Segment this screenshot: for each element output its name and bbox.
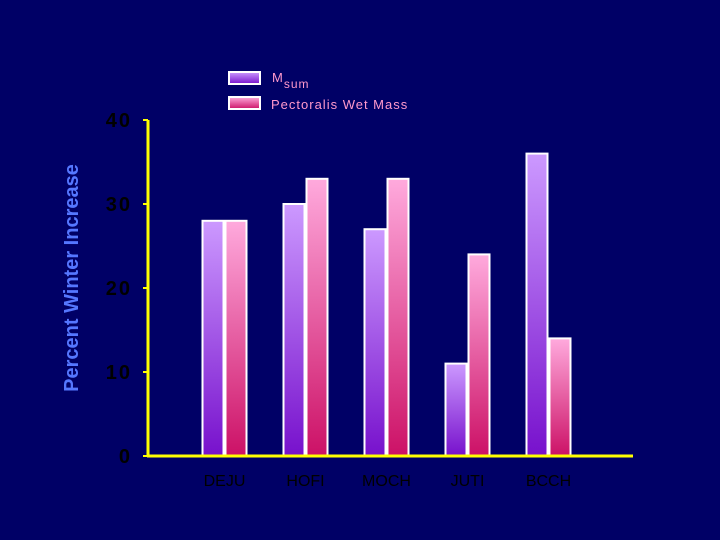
x-tick-label-deju: DEJU xyxy=(204,473,246,490)
legend-label-msum: Msum xyxy=(272,70,310,91)
y-axis-ticks: 0 10 20 30 40 xyxy=(106,110,148,468)
x-axis-labels: DEJU HOFI MOCH JUTI BCCH xyxy=(204,473,572,490)
y-tick-label: 20 xyxy=(106,278,132,300)
bar-hofi-series-1 xyxy=(282,203,306,457)
legend: Msum Pectoralis Wet Mass xyxy=(228,70,408,112)
legend-label-pectoralis: Pectoralis Wet Mass xyxy=(271,97,408,112)
y-tick-label: 10 xyxy=(106,362,132,384)
bar-hofi-series-2 xyxy=(305,177,329,458)
legend-swatch-msum xyxy=(228,71,261,85)
x-tick-label-hofi: HOFI xyxy=(286,473,324,490)
y-axis-label: Percent Winter Increase xyxy=(61,164,83,392)
bar-bcch-series-1 xyxy=(525,152,549,457)
bar-bcch-series-2 xyxy=(548,337,572,457)
y-tick-label: 0 xyxy=(119,446,132,468)
y-tick-label: 40 xyxy=(106,110,132,132)
bar-deju-series-1 xyxy=(201,219,225,457)
bar-deju-series-2 xyxy=(224,219,248,457)
x-tick-label-moch: MOCH xyxy=(362,473,411,490)
bar-juti-series-2 xyxy=(467,253,491,457)
x-tick-label-bcch: BCCH xyxy=(526,473,571,490)
x-tick-label-juti: JUTI xyxy=(451,473,485,490)
bars xyxy=(201,152,572,458)
legend-swatch-pectoralis xyxy=(228,96,261,110)
bar-juti-series-1 xyxy=(444,362,468,458)
bar-moch-series-1 xyxy=(363,228,387,457)
y-tick-label: 30 xyxy=(106,194,132,216)
bar-moch-series-2 xyxy=(386,177,410,458)
